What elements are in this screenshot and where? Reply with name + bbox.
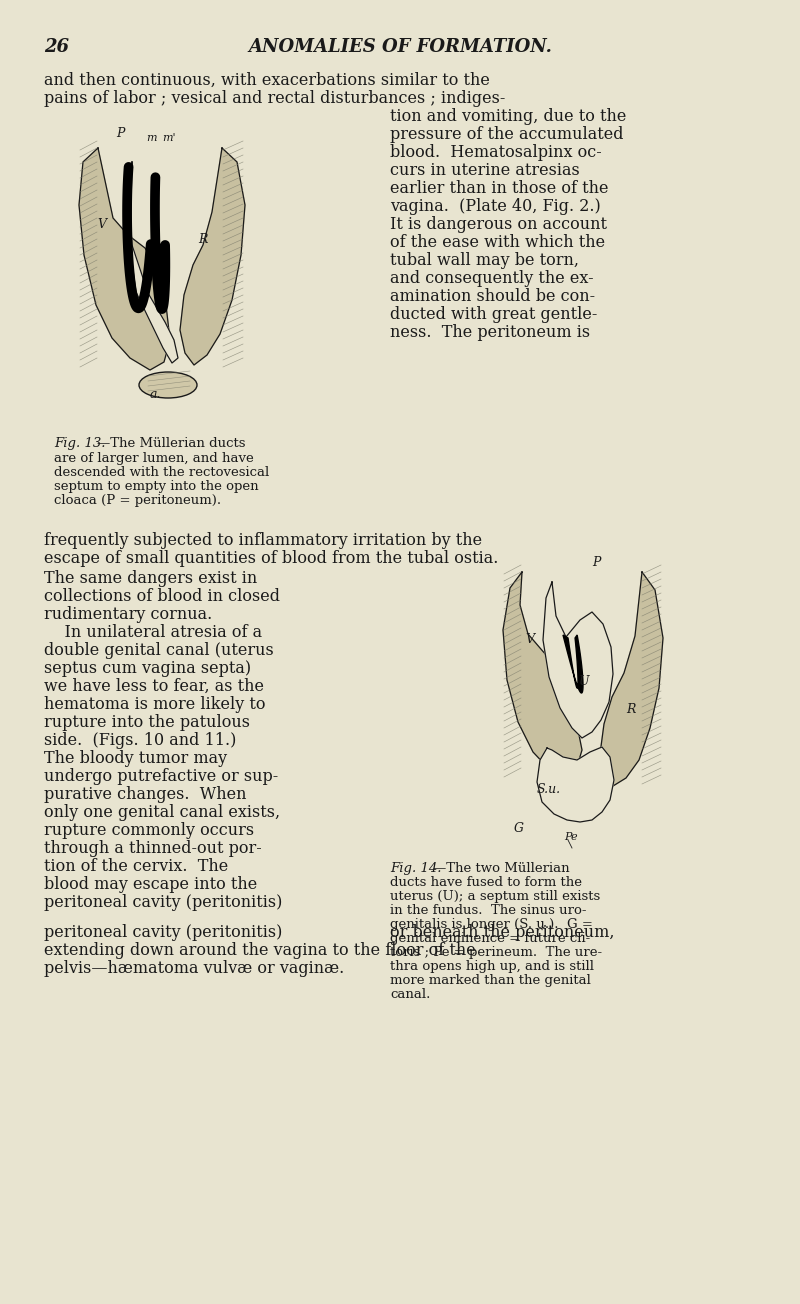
Text: tion of the cervix.  The: tion of the cervix. The [44,858,228,875]
Text: double genital canal (uterus: double genital canal (uterus [44,642,274,659]
Text: in the fundus.  The sinus uro-: in the fundus. The sinus uro- [390,904,586,917]
Text: P: P [116,126,124,140]
Text: extending down around the vagina to the floor of the: extending down around the vagina to the … [44,941,476,958]
Text: U: U [579,675,590,689]
Text: m: m [146,133,157,143]
Ellipse shape [139,372,197,398]
Text: The bloody tumor may: The bloody tumor may [44,750,227,767]
Text: Fig. 14.: Fig. 14. [390,862,442,875]
Text: rupture into the patulous: rupture into the patulous [44,715,250,732]
Text: G: G [514,822,524,835]
Text: V: V [525,632,534,645]
Text: ducted with great gentle-: ducted with great gentle- [390,306,598,323]
Text: peritoneal cavity (peritonitis): peritoneal cavity (peritonitis) [44,895,282,911]
Text: R: R [198,233,207,246]
Text: septum to empty into the open: septum to empty into the open [54,480,258,493]
Text: canal.: canal. [390,988,430,1001]
Text: pains of labor ; vesical and rectal disturbances ; indiges-: pains of labor ; vesical and rectal dist… [44,90,506,107]
Text: are of larger lumen, and have: are of larger lumen, and have [54,452,254,466]
Polygon shape [79,147,170,370]
Text: earlier than in those of the: earlier than in those of the [390,180,609,197]
Text: thra opens high up, and is still: thra opens high up, and is still [390,960,594,973]
Text: collections of blood in closed: collections of blood in closed [44,588,280,605]
Text: rupture commonly occurs: rupture commonly occurs [44,822,254,838]
Text: R: R [626,703,635,716]
Text: purative changes.  When: purative changes. When [44,786,246,803]
Text: rudimentary cornua.: rudimentary cornua. [44,606,212,623]
Polygon shape [503,572,582,780]
Text: genital eminence = future cli-: genital eminence = future cli- [390,932,590,945]
Text: undergo putrefactive or sup-: undergo putrefactive or sup- [44,768,278,785]
Text: of the ease with which the: of the ease with which the [390,233,605,250]
Text: m': m' [162,133,175,143]
Text: escape of small quantities of blood from the tubal ostia.: escape of small quantities of blood from… [44,550,498,567]
Text: amination should be con-: amination should be con- [390,288,595,305]
Text: S.u.: S.u. [537,782,561,795]
Text: through a thinned-out por-: through a thinned-out por- [44,840,262,857]
Text: P: P [592,556,600,569]
Text: 26: 26 [44,38,69,56]
Text: ANOMALIES OF FORMATION.: ANOMALIES OF FORMATION. [248,38,552,56]
Text: descended with the rectovesical: descended with the rectovesical [54,466,270,479]
Polygon shape [537,747,614,822]
Text: The same dangers exist in: The same dangers exist in [44,570,258,587]
Text: hematoma is more likely to: hematoma is more likely to [44,696,266,713]
Text: septus cum vagina septa): septus cum vagina septa) [44,660,251,677]
Text: It is dangerous on account: It is dangerous on account [390,216,607,233]
Text: side.  (Figs. 10 and 11.): side. (Figs. 10 and 11.) [44,732,236,748]
Polygon shape [180,147,245,365]
Text: toris ; Pe = perineum.  The ure-: toris ; Pe = perineum. The ure- [390,945,602,958]
Text: a.: a. [150,389,162,402]
Text: only one genital canal exists,: only one genital canal exists, [44,805,280,822]
Text: blood may escape into the: blood may escape into the [44,876,258,893]
Text: we have less to fear, as the: we have less to fear, as the [44,678,264,695]
Text: In unilateral atresia of a: In unilateral atresia of a [44,625,262,642]
Text: Fig. 13.: Fig. 13. [54,437,106,450]
Text: frequently subjected to inflammatory irritation by the: frequently subjected to inflammatory irr… [44,532,482,549]
Text: or beneath the peritoneum,: or beneath the peritoneum, [390,925,614,941]
Text: peritoneal cavity (peritonitis): peritoneal cavity (peritonitis) [44,925,282,941]
Polygon shape [563,635,583,692]
Text: pressure of the accumulated: pressure of the accumulated [390,126,623,143]
Text: and then continuous, with exacerbations similar to the: and then continuous, with exacerbations … [44,72,490,89]
Text: more marked than the genital: more marked than the genital [390,974,591,987]
Text: tion and vomiting, due to the: tion and vomiting, due to the [390,108,626,125]
Text: curs in uterine atresias: curs in uterine atresias [390,162,580,179]
Text: uterus (U); a septum still exists: uterus (U); a septum still exists [390,891,600,902]
Text: V: V [97,218,106,231]
Text: genitalis is longer (S. u.).  G =: genitalis is longer (S. u.). G = [390,918,593,931]
Text: —The Müllerian ducts: —The Müllerian ducts [97,437,246,450]
Text: tubal wall may be torn,: tubal wall may be torn, [390,252,579,269]
Polygon shape [600,572,663,786]
Text: blood.  Hematosalpinx oc-: blood. Hematosalpinx oc- [390,143,602,160]
Text: cloaca (P = peritoneum).: cloaca (P = peritoneum). [54,494,221,507]
Text: —The two Müllerian: —The two Müllerian [433,862,570,875]
Text: ness.  The peritoneum is: ness. The peritoneum is [390,323,590,342]
Text: ducts have fused to form the: ducts have fused to form the [390,876,582,889]
Text: pelvis—hæmatoma vulvæ or vaginæ.: pelvis—hæmatoma vulvæ or vaginæ. [44,960,344,977]
Text: vagina.  (Plate 40, Fig. 2.): vagina. (Plate 40, Fig. 2.) [390,198,601,215]
Text: and consequently the ex-: and consequently the ex- [390,270,594,287]
Polygon shape [543,582,613,738]
Text: Pe: Pe [564,832,578,842]
Polygon shape [129,162,178,363]
